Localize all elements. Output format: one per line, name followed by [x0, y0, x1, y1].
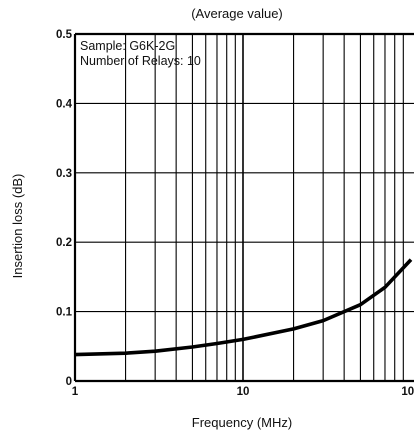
series-line [74, 258, 413, 357]
x-tick-label: 10 [237, 386, 250, 398]
x-axis-label: Frequency (MHz) [192, 415, 292, 430]
x-tick-label: 1 [72, 386, 79, 398]
annotation-relay-count: Number of Relays: 10 [80, 54, 201, 68]
y-tick-label: 0 [66, 376, 72, 388]
y-tick-label: 0.1 [56, 307, 73, 319]
y-tick-label: 0.3 [56, 168, 72, 180]
y-tick-labels: 0 0.1 0.2 0.3 0.4 0.5 [56, 29, 73, 388]
chart-title: (Average value) [191, 6, 283, 21]
annotation-sample: Sample: G6K-2G [80, 39, 175, 53]
grid [75, 34, 414, 381]
y-tick-label: 0.5 [56, 29, 73, 41]
y-tick-label: 0.2 [56, 237, 72, 249]
y-tick-label: 0.4 [56, 98, 73, 110]
x-tick-label: 100 [401, 386, 414, 398]
y-axis-label: Insertion loss (dB) [10, 174, 25, 279]
x-tick-labels: 1 10 100 [72, 386, 414, 398]
plot-frame [73, 32, 414, 383]
series-layer [74, 258, 413, 357]
